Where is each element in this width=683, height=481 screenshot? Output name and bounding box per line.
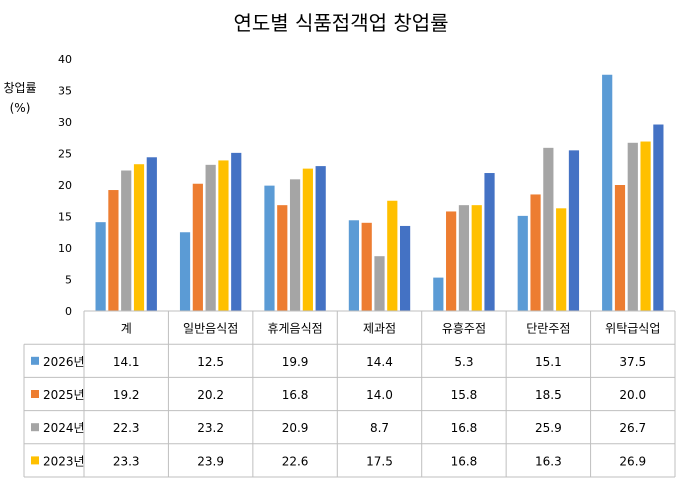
y-tick-label: 40 (58, 53, 72, 66)
data-label: 15.8 (451, 388, 478, 402)
data-label: 16.3 (535, 454, 562, 468)
bar (146, 157, 157, 311)
category-label: 계 (121, 322, 132, 336)
bar (614, 185, 626, 311)
bar (400, 225, 411, 311)
bar (387, 200, 398, 311)
legend-swatch (31, 456, 39, 465)
bar (446, 211, 457, 311)
data-label: 18.5 (535, 388, 562, 402)
data-label: 8.7 (370, 421, 389, 435)
bar (556, 208, 567, 311)
bar (108, 190, 119, 311)
y-tick-label: 35 (58, 85, 72, 98)
data-label: 20.0 (619, 388, 646, 402)
bar (471, 205, 482, 311)
data-label: 20.2 (197, 388, 224, 402)
bar (277, 205, 288, 311)
bar (218, 160, 229, 311)
bar (192, 183, 203, 311)
y-tick-label: 20 (58, 179, 72, 192)
bar (543, 147, 554, 311)
chart-title: 연도별 식품접객업 창업률 (233, 11, 448, 35)
bar (530, 194, 541, 311)
bar (289, 179, 301, 311)
category-label: 위탁급식업 (605, 322, 660, 336)
y-axis: 0 5 10 15 20 25 30 35 40 (58, 53, 72, 318)
y-axis-label: 창업률 (3, 81, 36, 95)
y-tick-label: 30 (58, 116, 72, 129)
bar (231, 152, 242, 311)
data-label: 22.6 (282, 454, 309, 468)
y-tick-label: 15 (58, 211, 72, 224)
data-label: 23.9 (197, 454, 224, 468)
category-label: 제과점 (363, 322, 396, 336)
data-label: 25.9 (535, 421, 562, 435)
data-label: 14.0 (366, 388, 393, 402)
legend-swatch (31, 356, 39, 365)
data-label: 5.3 (454, 355, 473, 369)
data-label: 19.2 (113, 388, 140, 402)
bar (302, 168, 313, 311)
data-label: 19.9 (282, 355, 309, 369)
bar (374, 256, 385, 311)
legend-label: 2026년 (43, 355, 85, 369)
bar (264, 185, 275, 311)
y-tick-label: 10 (58, 242, 72, 255)
data-label: 23.3 (113, 454, 140, 468)
bar (348, 220, 359, 311)
bar (517, 215, 528, 311)
data-label: 12.5 (197, 355, 224, 369)
y-tick-label: 25 (58, 148, 72, 161)
category-label: 일반음식점 (183, 322, 238, 336)
bar (484, 173, 495, 311)
legend-swatch (31, 390, 39, 398)
category-label: 단란주점 (526, 322, 570, 336)
data-label: 20.9 (282, 421, 309, 435)
data-label: 16.8 (451, 421, 478, 435)
bar (458, 205, 470, 311)
bar (205, 164, 216, 311)
data-label: 23.2 (197, 421, 224, 435)
y-tick-label: 5 (65, 274, 72, 287)
data-label: 26.9 (619, 454, 646, 468)
data-label: 14.4 (366, 355, 393, 369)
legend-label: 2024년 (43, 421, 85, 435)
data-label: 22.3 (113, 421, 140, 435)
y-tick-label: 0 (65, 305, 72, 318)
bar (95, 222, 106, 311)
bar-group (95, 74, 664, 312)
data-table: 계 일반음식점 휴게음식점 제과점 유흥주점 단란주점 위탁급식업 2026년 14.1 12.5… (23, 310, 676, 478)
bar (361, 222, 372, 311)
data-label: 15.1 (535, 355, 562, 369)
legend-label: 2023년 (43, 454, 85, 468)
bar (433, 277, 444, 311)
category-label: 휴게음식점 (267, 322, 322, 336)
legend-label: 2025년 (43, 388, 85, 402)
data-label: 37.5 (619, 355, 646, 369)
data-label: 26.7 (619, 421, 646, 435)
bar (653, 124, 664, 312)
bar (179, 232, 191, 311)
data-label: 17.5 (366, 454, 393, 468)
bar (627, 142, 638, 311)
bar (315, 166, 326, 311)
bar (640, 141, 651, 311)
bar (568, 150, 580, 311)
data-label: 16.8 (282, 388, 309, 402)
bar (121, 170, 132, 311)
data-label: 14.1 (113, 355, 140, 369)
bar (133, 164, 145, 311)
y-axis-unit: (%) (10, 101, 31, 115)
legend-swatch (31, 423, 39, 432)
category-label: 유흥주점 (442, 322, 486, 336)
bar (602, 74, 613, 311)
data-label: 16.8 (451, 454, 478, 468)
